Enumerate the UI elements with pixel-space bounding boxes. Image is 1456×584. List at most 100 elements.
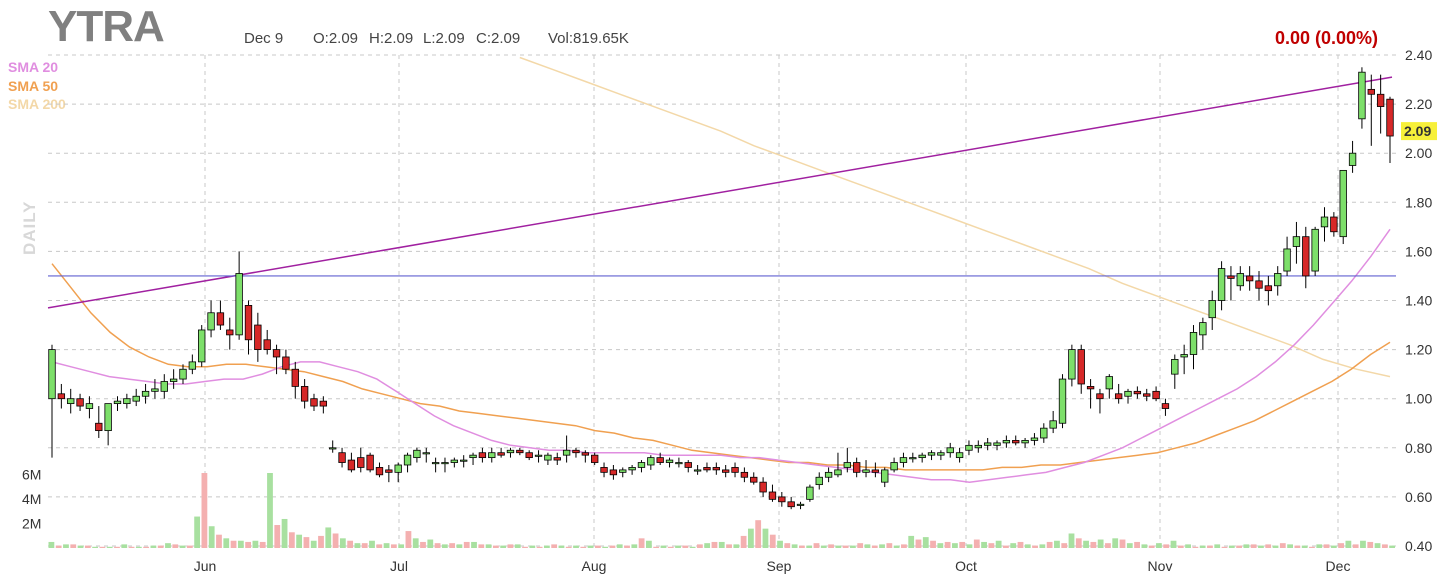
volume-bar — [325, 527, 332, 548]
volume-bar — [981, 541, 987, 548]
candle-body — [1227, 275, 1235, 279]
volume-tick-label: 4M — [22, 491, 41, 507]
y-tick-label: 2.40 — [1405, 47, 1432, 63]
candle-body — [628, 467, 636, 471]
volume-bar — [296, 534, 303, 548]
candle-body — [1171, 359, 1179, 375]
candle-body — [132, 395, 140, 402]
candle-body — [1105, 376, 1113, 390]
candle-body — [834, 469, 842, 476]
candle-body — [300, 386, 309, 402]
volume-bar — [813, 543, 820, 548]
candle-body — [263, 339, 271, 350]
candle-body — [169, 378, 178, 382]
candle-body — [282, 356, 290, 370]
y-tick-label: 0.80 — [1405, 440, 1432, 456]
volume-bar — [1221, 546, 1228, 548]
volume-bar — [638, 538, 645, 548]
candle-body — [1189, 332, 1198, 355]
candle-body — [85, 403, 94, 409]
volume-bar — [631, 544, 638, 548]
candle-body — [1236, 273, 1244, 287]
candle-body — [759, 481, 767, 493]
volume-bar — [354, 543, 361, 548]
volume-bar — [1134, 541, 1140, 548]
volume-bar — [1374, 543, 1381, 548]
volume-bar — [1177, 545, 1184, 548]
volume-bar — [318, 535, 324, 548]
candle-body — [216, 312, 225, 326]
candle-body — [366, 454, 374, 471]
candle-body — [1124, 390, 1132, 397]
candle-body — [1077, 349, 1085, 385]
volume-bar — [893, 545, 900, 548]
x-tick-label: Jun — [194, 558, 217, 574]
volume-bar — [1068, 533, 1075, 548]
volume-bar — [777, 540, 783, 548]
candle-body — [740, 471, 749, 478]
candle-body — [1021, 440, 1029, 444]
volume-bar — [820, 545, 827, 548]
volume-bar — [543, 545, 550, 548]
candle-body — [983, 442, 992, 446]
volume-bar — [1345, 540, 1352, 548]
volume-bar — [1119, 539, 1126, 548]
volume-bar — [594, 545, 601, 548]
candle-body — [1358, 71, 1366, 120]
volume-bar — [1061, 543, 1068, 548]
candle-body — [609, 469, 618, 476]
volume-bar — [857, 543, 864, 548]
volume-bar — [1024, 544, 1031, 548]
volume-bar — [1017, 541, 1024, 548]
volume-bar — [835, 545, 842, 548]
volume-bar — [157, 545, 164, 548]
volume-bar — [500, 545, 507, 548]
candle-body — [927, 452, 936, 456]
volume-bar — [252, 540, 259, 548]
candle-body — [647, 457, 655, 466]
candle-body — [1030, 437, 1039, 441]
candle-body — [1348, 152, 1357, 166]
candle-body — [955, 452, 964, 459]
volume-bar — [988, 543, 995, 548]
y-tick-label: 0.40 — [1405, 538, 1432, 554]
candle-body — [562, 449, 571, 456]
volume-bar — [842, 545, 849, 548]
volume-bar — [1381, 544, 1388, 548]
volume-bar — [733, 544, 740, 548]
sma200-line — [519, 56, 1391, 378]
volume-bar — [871, 545, 878, 548]
candle-body — [675, 462, 683, 465]
volume-bar — [682, 545, 689, 548]
candle-body — [843, 462, 851, 468]
candle-body — [385, 469, 393, 473]
candle-body — [1255, 280, 1263, 289]
candle-body — [469, 454, 477, 459]
volume-bar — [551, 544, 558, 548]
volume-bar — [1243, 544, 1250, 548]
candle-body — [207, 312, 215, 331]
volume-bar — [609, 545, 616, 548]
volume-bar — [573, 545, 579, 548]
candle-body — [665, 459, 674, 463]
candlesticks — [48, 67, 1394, 510]
volume-tick-label: 2M — [22, 515, 41, 531]
volume-bar — [922, 537, 929, 548]
candle-body — [1376, 93, 1385, 107]
volume-bar — [696, 544, 703, 548]
volume-bar — [1258, 545, 1264, 548]
candle-body — [506, 449, 515, 454]
candle-body — [768, 491, 777, 500]
candle-body — [1161, 403, 1170, 409]
trendline — [47, 76, 1393, 309]
volume-bar — [587, 545, 594, 548]
volume-bar — [1294, 545, 1301, 548]
volume-bar — [762, 528, 769, 548]
volume-bar — [339, 538, 346, 548]
volume-bar — [901, 544, 907, 548]
candle-body — [1096, 393, 1104, 400]
volume-bar — [427, 539, 434, 548]
volume-bar — [718, 541, 725, 548]
candle-body — [1339, 169, 1347, 238]
candle-body — [516, 449, 524, 454]
